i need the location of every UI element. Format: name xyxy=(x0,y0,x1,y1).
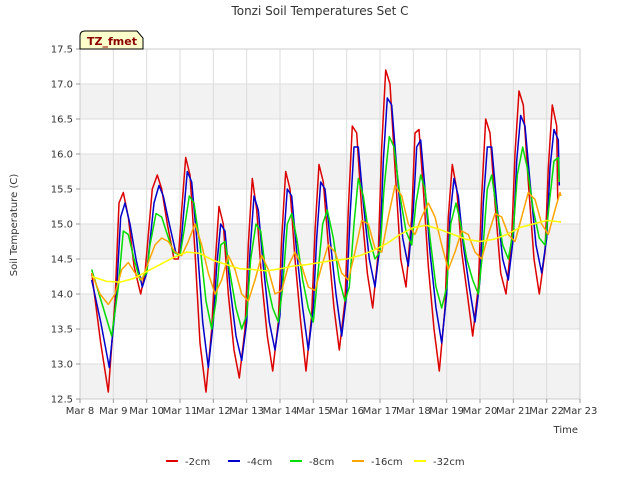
y-tick-label: 16.0 xyxy=(51,150,73,161)
y-axis-ticks: 12.5 13.0 13.5 14.0 14.5 15.0 15.5 16.0 16.5 17.0… xyxy=(51,45,80,406)
legend-label: -8cm xyxy=(309,457,334,468)
legend: -2cm -4cm -8cm -16cm -32cm xyxy=(166,457,465,468)
y-tick-label: 14.0 xyxy=(51,290,73,301)
series-line-minus-32cm xyxy=(91,219,561,283)
x-tick-label: Mar 21 xyxy=(496,406,531,417)
series-line-minus-4cm xyxy=(90,97,561,369)
plot-band xyxy=(80,294,580,329)
plot-band xyxy=(80,329,580,364)
plot-band xyxy=(80,154,580,189)
x-tick-label: Mar 16 xyxy=(329,406,364,417)
x-tick-label: Mar 8 xyxy=(66,406,94,417)
x-tick-label: Mar 20 xyxy=(463,406,498,417)
x-tick-label: Mar 13 xyxy=(229,406,264,417)
series-line-minus-8cm xyxy=(90,135,561,337)
legend-label: -16cm xyxy=(371,457,403,468)
x-tick-label: Mar 17 xyxy=(363,406,398,417)
chart-title: Tonzi Soil Temperatures Set C xyxy=(230,4,408,18)
x-tick-label: Mar 10 xyxy=(129,406,164,417)
x-tick-label: Mar 18 xyxy=(396,406,431,417)
y-tick-label: 13.5 xyxy=(51,325,73,336)
x-tick-label: Mar 14 xyxy=(263,406,298,417)
site-label: TZ_fmet xyxy=(87,35,137,48)
x-tick-label: Mar 9 xyxy=(99,406,127,417)
x-axis-label: Time xyxy=(553,425,578,436)
x-tick-label: Mar 15 xyxy=(296,406,331,417)
x-tick-label: Mar 22 xyxy=(529,406,564,417)
site-label-box: TZ_fmet xyxy=(79,30,144,50)
y-tick-label: 14.5 xyxy=(51,255,73,266)
x-tick-label: Mar 12 xyxy=(196,406,231,417)
y-axis-label: Soil Temperature (C) xyxy=(9,174,20,277)
y-tick-label: 16.5 xyxy=(51,115,73,126)
y-tick-label: 13.0 xyxy=(51,360,73,371)
legend-label: -4cm xyxy=(247,457,272,468)
y-tick-label: 17.0 xyxy=(51,80,73,91)
y-tick-label: 15.5 xyxy=(51,185,73,196)
y-tick-label: 17.5 xyxy=(51,45,73,56)
plot-band xyxy=(80,119,580,154)
series-lines xyxy=(90,69,562,393)
legend-label: -2cm xyxy=(185,457,210,468)
x-tick-label: Mar 11 xyxy=(163,406,198,417)
series-line-minus-16cm xyxy=(91,184,562,306)
series-line-minus-2cm xyxy=(90,69,559,393)
y-tick-label: 12.5 xyxy=(51,395,73,406)
y-tick-label: 15.0 xyxy=(51,220,73,231)
plot-band xyxy=(80,364,580,399)
x-tick-label: Mar 23 xyxy=(563,406,598,417)
plot-band xyxy=(80,49,580,84)
plot-band xyxy=(80,84,580,119)
x-tick-label: Mar 19 xyxy=(429,406,464,417)
legend-label: -32cm xyxy=(433,457,465,468)
